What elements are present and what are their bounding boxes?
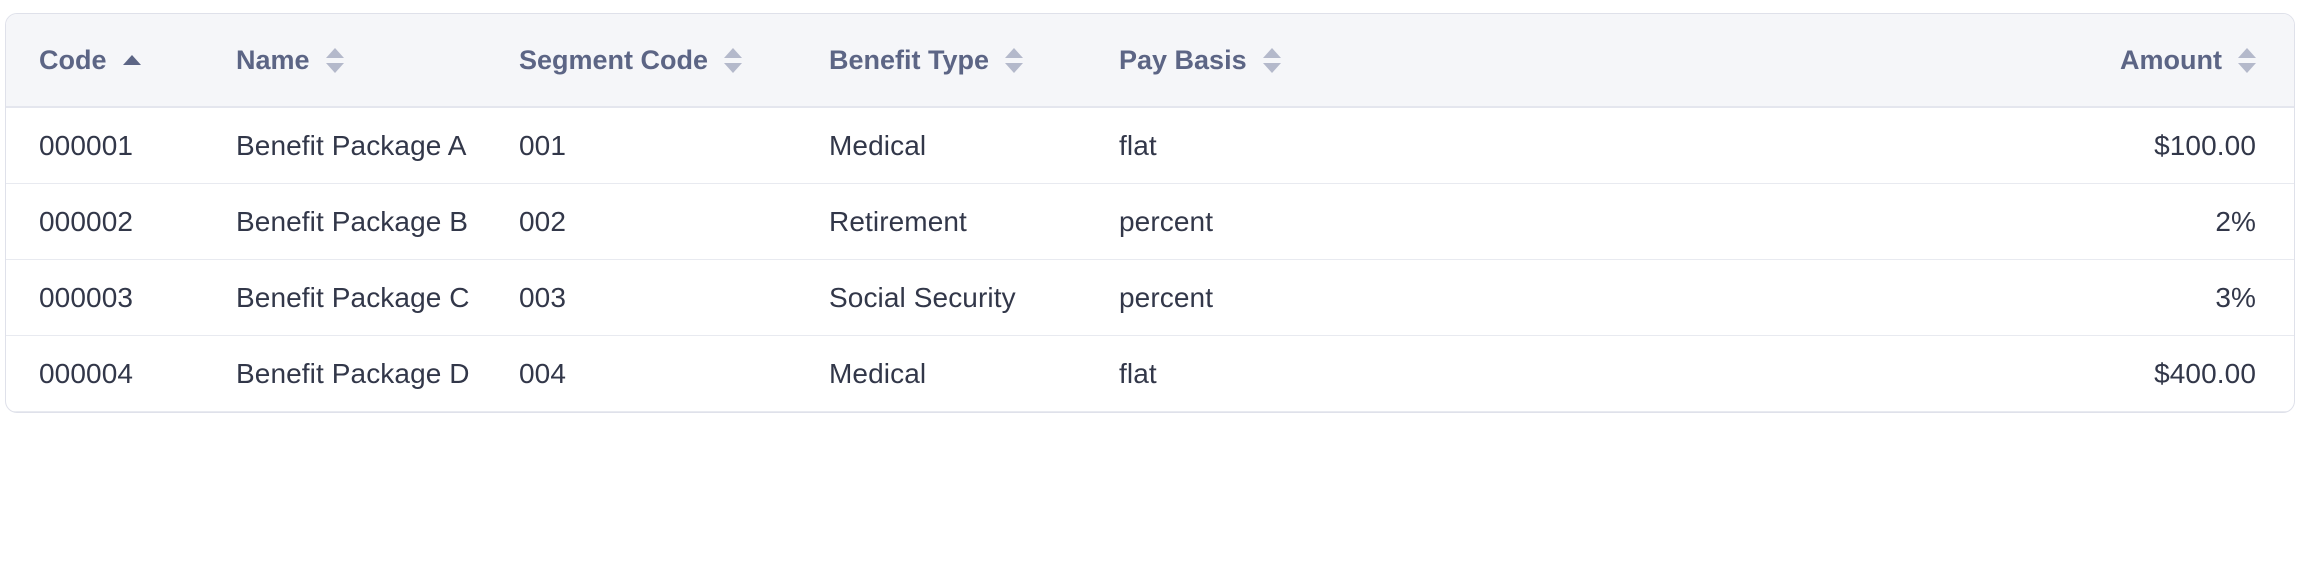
benefit-packages-table: Code Name: [6, 14, 2294, 412]
cell-pay-basis: flat: [1119, 335, 1449, 412]
cell-code: 000004: [6, 335, 236, 412]
cell-amount: $100.00: [1449, 107, 2294, 184]
table-header-row: Code Name: [6, 14, 2294, 108]
cell-amount: $400.00: [1449, 335, 2294, 412]
cell-segment-code: 001: [519, 107, 829, 184]
cell-amount: 3%: [1449, 259, 2294, 336]
column-header-pay-basis[interactable]: Pay Basis: [1119, 14, 1449, 108]
column-header-code-label: Code: [39, 44, 107, 75]
triangle-down: [325, 62, 344, 73]
cell-segment-code: 004: [519, 335, 829, 412]
sort-none-icon[interactable]: [2238, 47, 2256, 73]
triangle-up: [1005, 47, 1024, 58]
table-row[interactable]: 000002 Benefit Package B 002 Retirement …: [6, 183, 2294, 260]
table-body: 000001 Benefit Package A 001 Medical fla…: [6, 107, 2294, 412]
column-header-segment-code-label: Segment Code: [519, 44, 709, 75]
column-header-segment-code[interactable]: Segment Code: [519, 14, 829, 108]
column-header-pay-basis-label: Pay Basis: [1119, 44, 1247, 75]
cell-name: Benefit Package D: [236, 335, 519, 412]
table-header: Code Name: [6, 14, 2294, 108]
cell-code: 000001: [6, 107, 236, 184]
sort-none-icon[interactable]: [1262, 47, 1281, 73]
column-header-name[interactable]: Name: [236, 14, 519, 108]
triangle-up: [724, 47, 743, 58]
cell-benefit-type: Medical: [829, 335, 1119, 412]
cell-segment-code: 002: [519, 183, 829, 260]
cell-segment-code: 003: [519, 259, 829, 336]
cell-name: Benefit Package A: [236, 107, 519, 184]
triangle-up: [1262, 47, 1281, 58]
triangle-up: [2238, 47, 2256, 58]
triangle-up: [122, 55, 141, 65]
triangle-down: [1262, 62, 1281, 73]
triangle-down: [2238, 62, 2256, 73]
column-header-benefit-type[interactable]: Benefit Type: [829, 14, 1119, 108]
cell-name: Benefit Package C: [236, 259, 519, 336]
sort-ascending-icon[interactable]: [122, 55, 141, 65]
column-header-code[interactable]: Code: [6, 14, 236, 108]
triangle-down: [724, 62, 743, 73]
cell-benefit-type: Social Security: [829, 259, 1119, 336]
sort-none-icon[interactable]: [1005, 47, 1024, 73]
cell-name: Benefit Package B: [236, 183, 519, 260]
triangle-up: [325, 47, 344, 58]
triangle-down: [1005, 62, 1024, 73]
data-table-container: Code Name: [5, 13, 2295, 413]
cell-code: 000002: [6, 183, 236, 260]
column-header-benefit-type-label: Benefit Type: [829, 44, 990, 75]
column-header-amount[interactable]: Amount: [1449, 14, 2294, 108]
table-row[interactable]: 000004 Benefit Package D 004 Medical fla…: [6, 335, 2294, 412]
cell-benefit-type: Retirement: [829, 183, 1119, 260]
sort-none-icon[interactable]: [724, 47, 743, 73]
cell-pay-basis: percent: [1119, 183, 1449, 260]
table-row[interactable]: 000003 Benefit Package C 003 Social Secu…: [6, 259, 2294, 336]
cell-pay-basis: flat: [1119, 107, 1449, 184]
cell-benefit-type: Medical: [829, 107, 1119, 184]
column-header-amount-label: Amount: [2120, 44, 2222, 75]
table-row[interactable]: 000001 Benefit Package A 001 Medical fla…: [6, 107, 2294, 184]
cell-amount: 2%: [1449, 183, 2294, 260]
sort-none-icon[interactable]: [325, 47, 344, 73]
cell-code: 000003: [6, 259, 236, 336]
column-header-name-label: Name: [236, 44, 310, 75]
cell-pay-basis: percent: [1119, 259, 1449, 336]
